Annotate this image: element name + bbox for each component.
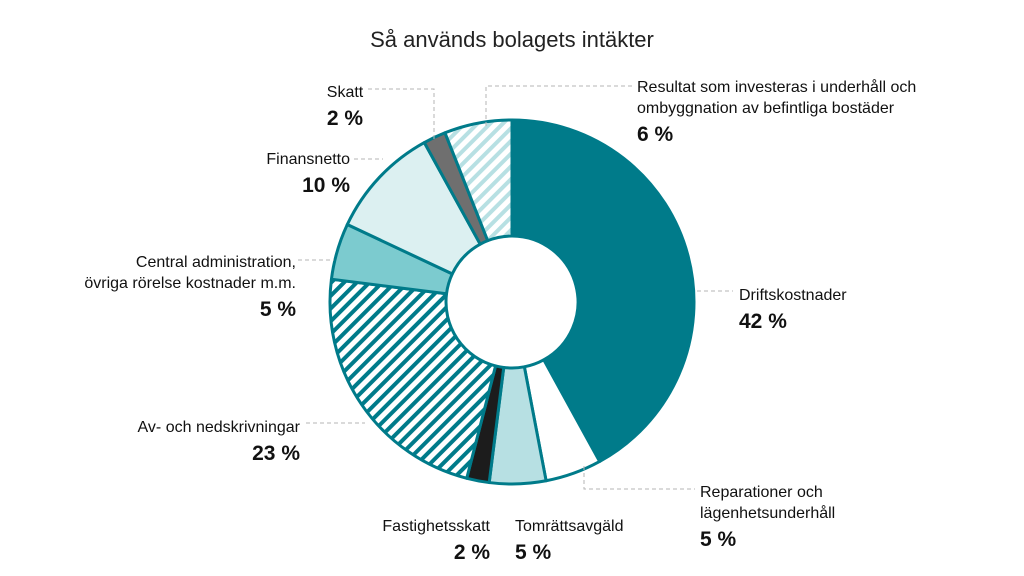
value-label-finansnetto: 10 % (302, 174, 350, 197)
slice-driftskostnader (510, 118, 696, 463)
leader-line-skatt (368, 88, 435, 139)
slice-group (328, 118, 696, 486)
value-label-skatt: 2 % (327, 107, 364, 130)
leader-line-reparationer (583, 466, 695, 490)
value-label-central-administration: 5 % (260, 298, 297, 321)
slice-label-resultat: Resultat som investeras i underhåll och (637, 78, 916, 96)
slice-label-avskrivningar: Av- och nedskrivningar (138, 419, 301, 436)
slice-label-reparationer: lägenhetsunderhåll (700, 504, 835, 522)
value-label-tomrattsavgald: 5 % (515, 541, 552, 564)
value-label-driftskostnader: 42 % (739, 310, 787, 333)
label-group: Driftskostnader 42 % Reparationer och lägen… (84, 78, 916, 564)
slice-label-driftskostnader: Driftskostnader (739, 287, 847, 304)
value-label-fastighetsskatt: 2 % (454, 541, 491, 564)
leader-line-group (298, 85, 733, 490)
slice-label-skatt: Skatt (327, 84, 364, 101)
value-label-resultat: 6 % (637, 123, 674, 146)
slice-label-central-administration: Central administration, (136, 254, 296, 271)
slice-label-reparationer: Reparationer och (700, 484, 823, 501)
slice-label-tomrattsavgald: Tomrättsavgäld (515, 518, 624, 535)
slice-label-resultat: ombyggnation av befintliga bostäder (637, 100, 895, 117)
slice-avskrivningar (328, 277, 498, 480)
slice-label-central-administration: övriga rörelse kostnader m.m. (84, 275, 296, 292)
chart-title: Så används bolagets intäkter (370, 27, 654, 52)
slice-label-fastighetsskatt: Fastighetsskatt (382, 518, 490, 535)
slice-resultat (443, 118, 514, 243)
slice-label-finansnetto: Finansnetto (266, 151, 350, 168)
value-label-reparationer: 5 % (700, 528, 737, 551)
value-label-avskrivningar: 23 % (252, 442, 300, 465)
